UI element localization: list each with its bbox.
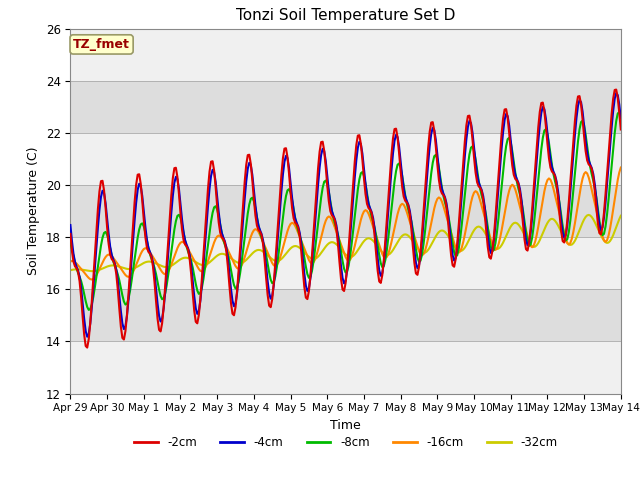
-16cm — [88, 276, 95, 282]
-32cm — [551, 218, 559, 224]
Text: TZ_fmet: TZ_fmet — [73, 38, 130, 51]
-4cm — [82, 328, 90, 334]
-32cm — [82, 267, 90, 273]
-2cm — [83, 345, 91, 350]
-2cm — [612, 87, 620, 93]
Line: -8cm: -8cm — [70, 112, 621, 310]
-32cm — [412, 243, 420, 249]
-32cm — [617, 213, 625, 218]
-16cm — [551, 192, 559, 198]
Bar — [70, 341, 621, 394]
-16cm — [412, 239, 420, 244]
-32cm — [585, 212, 593, 218]
-2cm — [170, 165, 178, 171]
-8cm — [551, 179, 559, 184]
-4cm — [67, 222, 74, 228]
-8cm — [412, 247, 420, 252]
-32cm — [400, 232, 408, 238]
-32cm — [67, 267, 74, 273]
Bar — [70, 133, 621, 185]
Legend: -2cm, -4cm, -8cm, -16cm, -32cm: -2cm, -4cm, -8cm, -16cm, -32cm — [129, 431, 562, 454]
Title: Tonzi Soil Temperature Set D: Tonzi Soil Temperature Set D — [236, 9, 455, 24]
-4cm — [400, 186, 408, 192]
-2cm — [381, 238, 389, 243]
-4cm — [412, 260, 420, 266]
-32cm — [170, 261, 178, 267]
-2cm — [412, 271, 420, 276]
-8cm — [82, 298, 90, 304]
-16cm — [170, 253, 178, 259]
-32cm — [381, 252, 389, 257]
-2cm — [82, 343, 90, 349]
-4cm — [170, 180, 178, 186]
Line: -32cm: -32cm — [70, 215, 621, 271]
-16cm — [82, 272, 90, 277]
-32cm — [90, 268, 97, 274]
-8cm — [85, 307, 93, 313]
Bar — [70, 237, 621, 289]
-8cm — [67, 240, 74, 246]
-4cm — [612, 90, 620, 96]
-16cm — [381, 255, 389, 261]
-16cm — [400, 202, 408, 208]
Line: -2cm: -2cm — [70, 90, 621, 348]
-4cm — [83, 334, 91, 339]
-16cm — [67, 259, 74, 264]
-8cm — [381, 257, 389, 263]
Line: -16cm: -16cm — [70, 168, 621, 279]
-16cm — [617, 165, 625, 170]
-8cm — [400, 182, 408, 188]
-2cm — [551, 173, 559, 179]
Y-axis label: Soil Temperature (C): Soil Temperature (C) — [27, 147, 40, 276]
Line: -4cm: -4cm — [70, 93, 621, 336]
-4cm — [381, 245, 389, 251]
-2cm — [67, 231, 74, 237]
-8cm — [617, 114, 625, 120]
Bar — [70, 29, 621, 81]
-2cm — [617, 127, 625, 132]
-4cm — [617, 116, 625, 121]
-4cm — [551, 172, 559, 178]
X-axis label: Time: Time — [330, 419, 361, 432]
-2cm — [400, 194, 408, 200]
-8cm — [170, 227, 178, 232]
-8cm — [616, 109, 623, 115]
